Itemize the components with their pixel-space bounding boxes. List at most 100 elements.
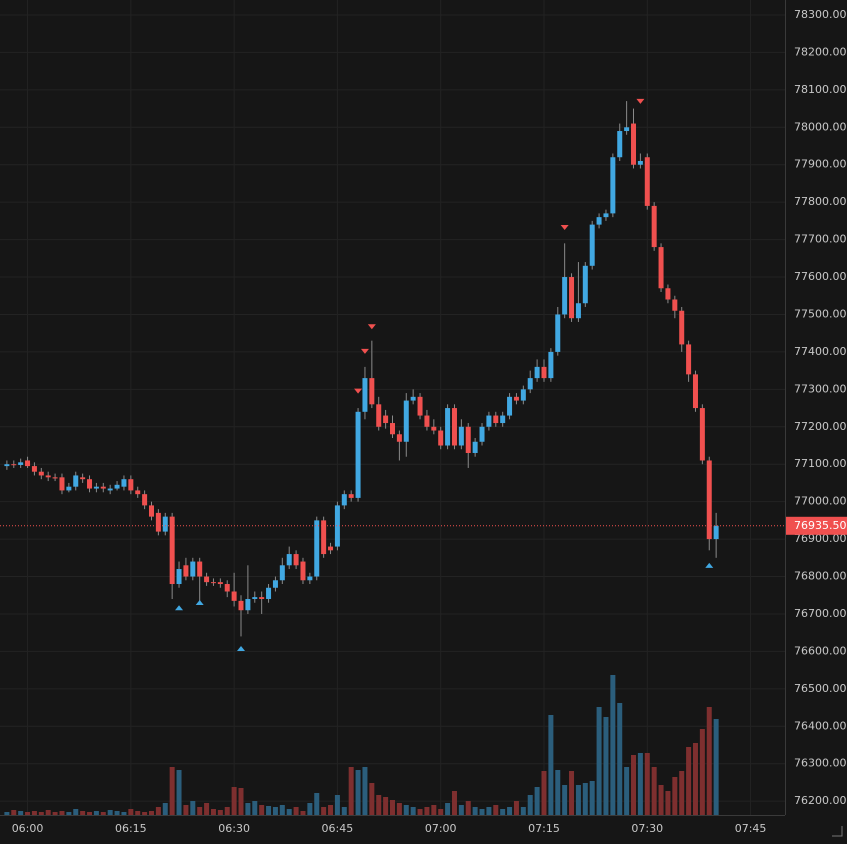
volume-bar: [617, 703, 623, 815]
candle-body: [637, 160, 643, 165]
candle-body: [472, 441, 478, 453]
volume-bar: [637, 753, 643, 815]
y-tick-label: 76600.00: [794, 644, 847, 657]
candle-body: [403, 400, 409, 442]
axes: 76200.00 76300.00 76400.00 76500.00 76600.00…: [12, 8, 847, 835]
volume-bar: [272, 807, 278, 815]
candle-body: [341, 494, 347, 506]
y-tick-label: 78300.00: [794, 8, 847, 21]
candle-body: [204, 576, 210, 583]
volume-bar: [307, 803, 313, 815]
candle-body: [80, 477, 86, 480]
candle-body: [603, 213, 609, 218]
volume-bar: [348, 767, 354, 815]
volume-bar: [541, 771, 547, 815]
volume-bar: [183, 805, 189, 815]
volume-bar: [672, 777, 678, 815]
candle-body: [314, 520, 320, 577]
candle-body: [493, 415, 499, 424]
volume-bar: [534, 787, 540, 815]
volume-bar: [328, 805, 334, 815]
y-tick-label: 78000.00: [794, 120, 847, 133]
volume-bar: [314, 793, 320, 815]
volume-layer: [4, 675, 719, 815]
candle-body: [87, 479, 93, 489]
candle-body: [541, 366, 547, 379]
candle-body: [486, 415, 492, 427]
volume-bar: [266, 806, 272, 815]
x-tick-label: 06:00: [12, 822, 44, 835]
y-tick-label: 77200.00: [794, 420, 847, 433]
volume-bar: [4, 812, 10, 815]
candle-body: [307, 576, 313, 581]
candle-body: [334, 505, 340, 547]
volume-bar: [93, 811, 99, 815]
volume-bar: [507, 807, 513, 815]
volume-bar: [658, 785, 664, 815]
volume-bar: [383, 797, 389, 815]
y-tick-label: 78200.00: [794, 45, 847, 58]
volume-bar: [575, 785, 581, 815]
candle-body: [562, 277, 568, 315]
candle-body: [569, 277, 575, 319]
candle-body: [252, 597, 258, 599]
volume-bar: [445, 803, 451, 815]
sell-signal: [367, 324, 376, 330]
candle-body: [272, 580, 278, 588]
x-tick-label: 06:15: [115, 822, 147, 835]
candle-body: [624, 127, 630, 132]
candle-body: [692, 374, 698, 409]
y-tick-label: 77700.00: [794, 233, 847, 246]
volume-bar: [486, 807, 492, 815]
volume-bar: [451, 791, 457, 815]
corner-icon: [832, 826, 843, 837]
candle-body: [197, 561, 203, 577]
candle-body: [231, 591, 237, 601]
volume-bar: [87, 812, 93, 815]
candle-body: [527, 378, 533, 390]
candle-body: [162, 516, 168, 532]
volume-bar: [493, 805, 499, 815]
grid: [0, 0, 785, 815]
volume-bar: [142, 812, 148, 815]
candle-body: [362, 378, 368, 412]
volume-bar: [128, 809, 134, 815]
volume-bar: [162, 803, 168, 815]
volume-bar: [245, 803, 251, 815]
candle-body: [665, 288, 671, 300]
candle-body: [31, 466, 37, 472]
volume-bar: [513, 801, 519, 815]
candle-body: [155, 512, 161, 532]
candle-body: [183, 565, 189, 577]
candle-body: [575, 303, 581, 319]
candle-body: [555, 314, 561, 352]
volume-bar: [66, 812, 72, 815]
volume-bar: [699, 729, 705, 815]
volume-bar: [197, 807, 203, 815]
volume-bar: [100, 812, 106, 815]
volume-bar: [80, 811, 86, 815]
volume-bar: [18, 811, 24, 815]
candle-body: [114, 484, 120, 489]
volume-bar: [500, 809, 506, 815]
candle-body: [148, 505, 154, 517]
volume-bar: [190, 801, 196, 815]
sell-signal: [354, 388, 363, 394]
candle-body: [38, 471, 44, 476]
volume-bar: [665, 791, 671, 815]
candle-body: [500, 415, 506, 424]
volume-bar: [204, 803, 210, 815]
volume-bar: [403, 805, 409, 815]
candle-body: [699, 408, 705, 461]
volume-bar: [59, 811, 65, 815]
volume-bar: [107, 810, 113, 815]
candle-body: [245, 598, 251, 611]
volume-bar: [369, 783, 375, 815]
candle-body: [190, 561, 196, 577]
candle-body: [507, 396, 513, 416]
y-tick-label: 76500.00: [794, 682, 847, 695]
volume-bar: [334, 795, 340, 815]
volume-bar: [692, 743, 698, 815]
volume-bar: [610, 675, 616, 815]
candle-body: [45, 475, 51, 478]
